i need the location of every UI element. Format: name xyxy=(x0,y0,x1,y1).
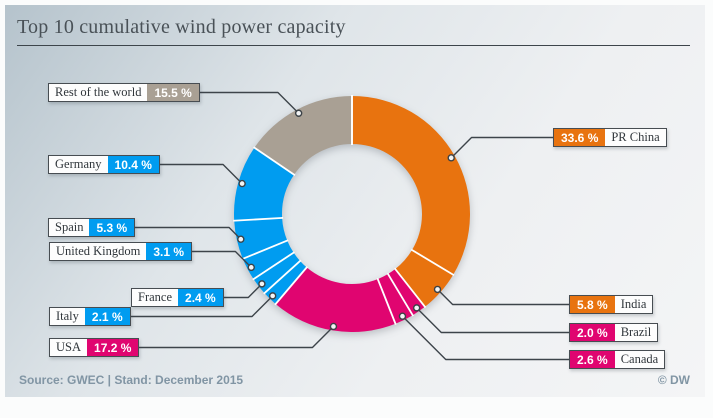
value-label: 5.3 % xyxy=(89,219,135,236)
dw-credit: © DW xyxy=(657,373,690,387)
donut-segment-united-kingdom xyxy=(242,240,294,280)
connector-dot-canada xyxy=(398,312,407,320)
connector-dot-france xyxy=(258,280,266,288)
callout-united-kingdom: United Kingdom 3.1 % xyxy=(49,242,193,261)
donut-segment-canada xyxy=(377,274,413,324)
segment-separator xyxy=(233,217,284,222)
donut-segment-germany xyxy=(234,147,295,221)
callout-rest-of-the-world: Rest of the world 15.5 % xyxy=(48,83,200,102)
page-title: Top 10 cumulative wind power capacity xyxy=(17,16,346,38)
label-connectors xyxy=(131,91,569,361)
connector-dot-italy xyxy=(268,292,277,300)
connector-dot-spain xyxy=(237,235,245,243)
callout-brazil: 2.0 % Brazil xyxy=(569,323,659,342)
donut-segment-rest-of-the-world xyxy=(254,96,352,175)
connector-dot-germany xyxy=(238,179,246,188)
connector-line-rest-of-the-world xyxy=(200,91,300,114)
connector-line-spain xyxy=(135,226,242,240)
connector-line-canada xyxy=(401,315,569,361)
title-underline xyxy=(17,45,690,46)
country-label: France xyxy=(132,289,179,306)
donut-segment-brazil xyxy=(388,269,425,316)
country-label: India xyxy=(614,296,653,313)
value-label: 33.6 % xyxy=(554,129,606,146)
segment-separator xyxy=(376,277,397,325)
country-label: Brazil xyxy=(614,324,658,341)
connector-line-india xyxy=(437,288,569,306)
value-label: 2.6 % xyxy=(570,351,615,368)
callout-pr-china: 33.6 % PR China xyxy=(553,128,667,147)
connector-dot-pr-china xyxy=(447,154,455,162)
donut-segment-spain xyxy=(234,217,288,259)
segment-separator xyxy=(274,266,309,306)
callout-india: 5.8 % India xyxy=(569,295,654,314)
chart-footer: Source: GWEC | Stand: December 2015 © DW xyxy=(19,373,690,387)
segment-separator xyxy=(253,146,296,176)
callout-france: France 2.4 % xyxy=(131,288,224,307)
donut-segment-pr-china xyxy=(352,96,470,275)
country-label: Italy xyxy=(50,308,85,325)
segment-separator xyxy=(386,272,414,317)
value-label: 17.2 % xyxy=(87,339,139,356)
country-label: Rest of the world xyxy=(49,84,148,101)
segment-separator xyxy=(252,251,295,281)
connector-line-italy xyxy=(131,295,274,318)
callout-canada: 2.6 % Canada xyxy=(569,350,666,369)
country-label: USA xyxy=(50,339,88,356)
value-label: 3.1 % xyxy=(146,243,192,260)
country-label: Germany xyxy=(49,156,108,173)
connector-line-usa xyxy=(139,325,334,349)
country-label: PR China xyxy=(605,129,666,146)
value-label: 5.8 % xyxy=(570,296,615,313)
country-label: Canada xyxy=(614,351,665,368)
connector-dot-rest-of-the-world xyxy=(294,109,303,117)
connector-dot-india xyxy=(433,285,442,294)
segment-separators xyxy=(233,95,455,325)
connector-line-germany xyxy=(160,163,243,185)
connector-line-brazil xyxy=(416,307,569,334)
value-label: 2.4 % xyxy=(178,289,223,306)
connector-dot-brazil xyxy=(412,304,421,312)
segment-separator xyxy=(410,248,455,276)
value-label: 2.0 % xyxy=(570,324,615,341)
connector-line-pr-china xyxy=(450,136,553,159)
country-label: United Kingdom xyxy=(50,243,147,260)
connector-dot-usa xyxy=(329,322,338,331)
donut-segment-usa xyxy=(275,267,396,332)
segment-separator xyxy=(241,239,289,261)
callout-italy: Italy 2.1 % xyxy=(49,307,131,326)
value-label: 2.1 % xyxy=(84,308,130,325)
value-label: 10.4 % xyxy=(107,156,159,173)
segment-separator xyxy=(263,259,302,295)
country-label: Spain xyxy=(49,219,90,236)
connector-line-france xyxy=(224,283,263,299)
segment-separator xyxy=(393,267,427,309)
callout-germany: Germany 10.4 % xyxy=(48,155,160,174)
connector-dot-united-kingdom xyxy=(247,263,255,272)
callout-spain: Spain 5.3 % xyxy=(48,218,136,237)
value-label: 15.5 % xyxy=(147,84,199,101)
connector-line-united-kingdom xyxy=(192,250,252,268)
callout-usa: USA 17.2 % xyxy=(49,338,140,357)
source-note: Source: GWEC | Stand: December 2015 xyxy=(19,373,244,387)
